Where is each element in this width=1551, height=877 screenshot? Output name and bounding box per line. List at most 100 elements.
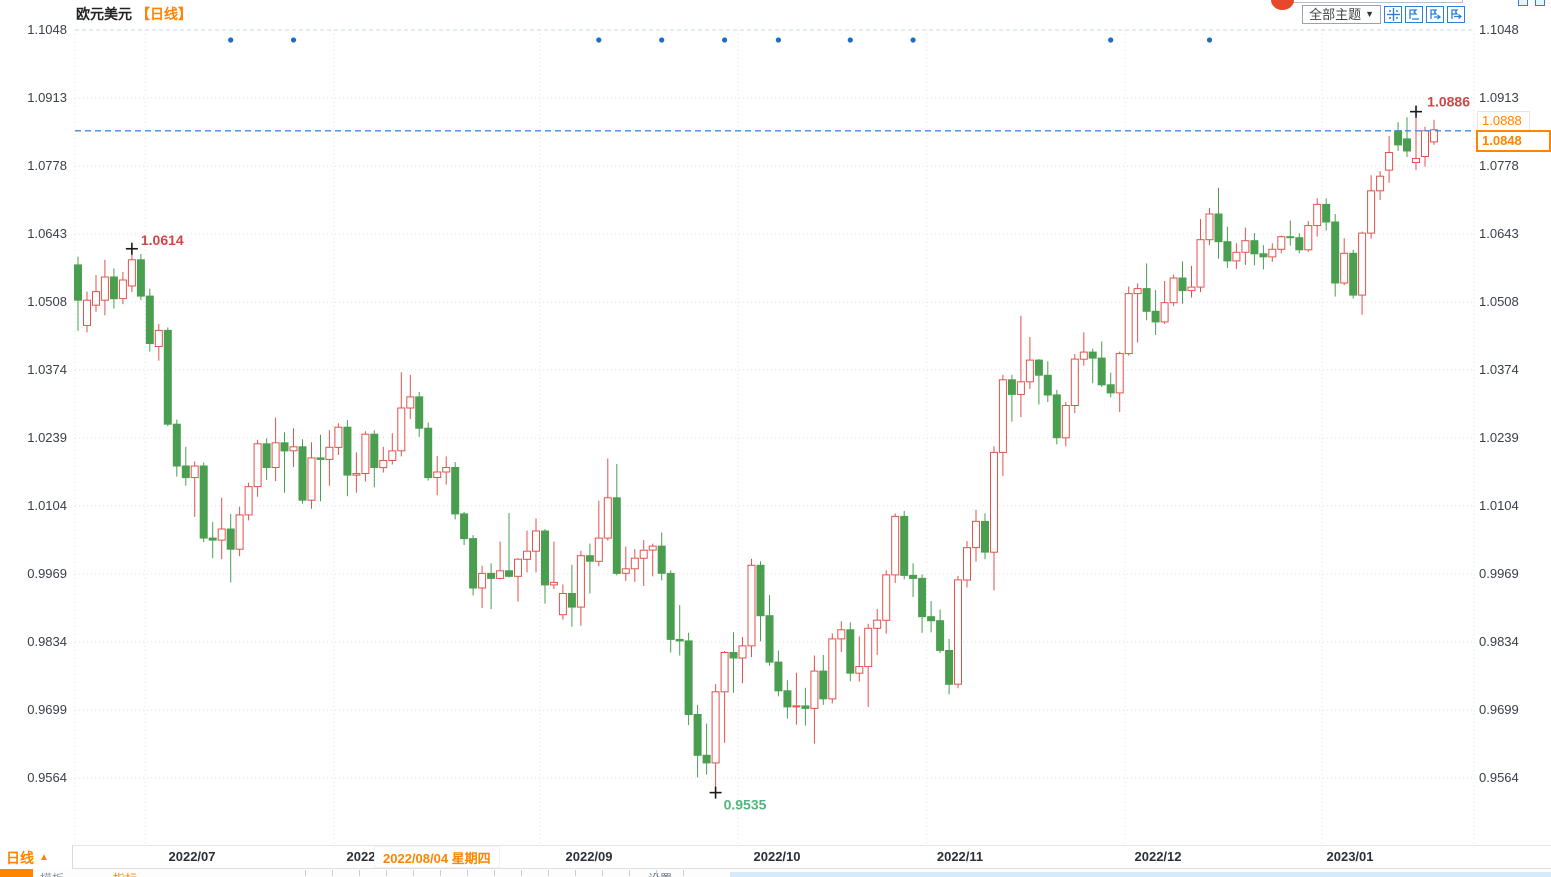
candle-body: [756, 564, 765, 617]
candle-body: [478, 572, 487, 589]
candle-body: [1007, 379, 1016, 395]
candle-body: [774, 661, 783, 692]
tab-template[interactable]: 模板: [40, 870, 64, 877]
candle-body: [1160, 302, 1169, 323]
event-dot[interactable]: [596, 37, 602, 43]
candle-body: [684, 640, 693, 716]
candle-body: [190, 465, 199, 479]
candle-body: [657, 545, 666, 574]
candle-body: [576, 555, 585, 608]
y-axis-tick: 0.9834: [27, 633, 67, 649]
candle-body: [514, 558, 522, 577]
flag-arrow-icon[interactable]: [1426, 6, 1444, 23]
y-axis-tick: 1.0374: [1479, 361, 1519, 377]
event-dot[interactable]: [659, 37, 665, 43]
toolbar-separator: [305, 870, 306, 876]
candle-body: [891, 515, 900, 576]
candle-body: [325, 446, 334, 460]
candle-body: [316, 457, 325, 460]
event-dot[interactable]: [847, 37, 853, 43]
candle-body: [334, 426, 343, 448]
x-axis-tick: 2022/10: [753, 849, 801, 864]
candle-body: [585, 555, 594, 562]
candle-body: [612, 497, 621, 574]
candle-body: [1088, 351, 1097, 359]
event-dot[interactable]: [775, 37, 782, 43]
event-dot[interactable]: [722, 37, 728, 43]
candle-body: [118, 279, 127, 300]
event-dot[interactable]: [290, 37, 297, 43]
event-dot[interactable]: [228, 37, 234, 43]
event-dot[interactable]: [1206, 37, 1213, 43]
theme-dropdown-label: 全部主题: [1309, 7, 1362, 22]
candle-body: [1052, 394, 1061, 439]
candle-body: [1412, 158, 1420, 163]
crosshair-icon[interactable]: [1384, 6, 1402, 23]
mini-icon-partial[interactable]: [1518, 0, 1528, 6]
candle-body: [1151, 310, 1160, 323]
y-axis-tick: 1.0104: [1479, 497, 1519, 513]
candle-body: [783, 690, 792, 708]
candle-body: [873, 619, 882, 629]
candle-body: [92, 291, 100, 306]
candlestick-chart-canvas[interactable]: 1.0614 0.9535 1.0886: [0, 0, 1551, 845]
period-selector[interactable]: 日线 ▲: [0, 845, 73, 870]
event-dot[interactable]: [1108, 37, 1114, 43]
candle-body: [1142, 288, 1151, 312]
candle-body: [549, 581, 558, 586]
candle-body: [244, 486, 253, 516]
candle-body: [1133, 288, 1142, 295]
candle-body: [1403, 138, 1411, 152]
candle-body: [729, 652, 738, 659]
candle-body: [792, 705, 801, 708]
candle-body: [361, 433, 370, 475]
chevron-down-icon: ▼: [1365, 9, 1374, 19]
flag-chart-icon[interactable]: [1405, 6, 1423, 23]
candle-body: [1043, 374, 1052, 396]
x-axis-tick: 2022/12: [1134, 849, 1182, 864]
y-axis-tick: 0.9699: [27, 701, 67, 717]
candle-body: [469, 538, 478, 589]
theme-dropdown-button[interactable]: 全部主题 ▼: [1302, 5, 1381, 24]
candle-body: [1097, 357, 1106, 386]
tab-indicator[interactable]: 指标: [113, 870, 137, 877]
toolbar-separator: [467, 870, 468, 876]
candle-body: [487, 572, 496, 579]
toolbar-separator: [440, 870, 441, 876]
candle-body: [603, 497, 612, 539]
candle-body: [648, 545, 657, 551]
candle-body: [1340, 252, 1349, 284]
candle-body: [801, 705, 810, 709]
candle-body: [235, 514, 244, 550]
flag-export-icon[interactable]: [1447, 6, 1465, 23]
candle-body: [271, 442, 280, 468]
candle-body: [370, 433, 379, 469]
candle-body: [433, 471, 442, 478]
scrollbar-strip[interactable]: [730, 872, 1551, 877]
y-axis-tick: 1.0508: [1479, 294, 1519, 310]
candle-body: [100, 276, 109, 301]
y-axis-tick: 1.0374: [27, 361, 67, 377]
event-dot[interactable]: [910, 37, 916, 43]
crosshair-marker: [709, 786, 722, 799]
toolbar-separator: [602, 870, 603, 876]
y-axis-tick: 0.9834: [1479, 633, 1519, 649]
tab-settings[interactable]: 设置: [648, 870, 672, 877]
candle-body: [990, 451, 998, 553]
candle-body: [1259, 253, 1268, 258]
candle-body: [505, 570, 513, 577]
candle-body: [675, 638, 684, 642]
candle-body: [1214, 213, 1223, 243]
candle-body: [226, 528, 235, 550]
candle-body: [415, 396, 424, 429]
bid-price-label: 1.0888: [1477, 111, 1530, 131]
crosshair-marker: [125, 242, 138, 255]
candle-body: [397, 407, 406, 452]
x-axis-tick: 2022/09: [565, 849, 613, 864]
last-price-label: 1.0848: [1476, 130, 1551, 152]
candle-body: [1106, 384, 1115, 394]
mini-icon-partial[interactable]: [1535, 0, 1545, 6]
active-tab[interactable]: [0, 869, 33, 877]
candle-body: [1394, 130, 1403, 146]
